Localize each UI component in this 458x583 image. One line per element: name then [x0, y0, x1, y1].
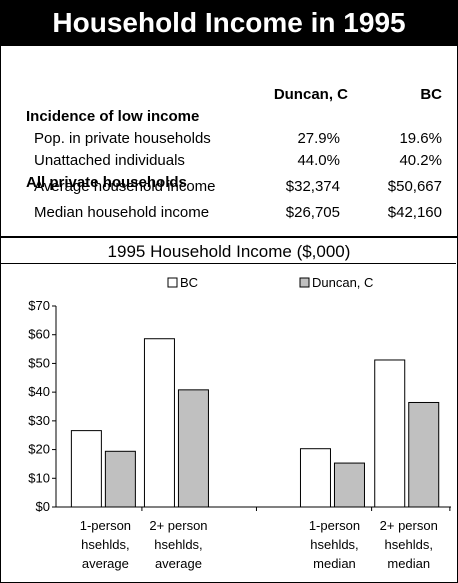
legend-label: Duncan, C — [312, 275, 373, 290]
section-heading-label: Incidence of low income — [26, 108, 200, 125]
table-header-row: Duncan, C BC — [0, 84, 458, 106]
row-value-duncan: 27.9% — [297, 130, 340, 147]
section-heading-low-income: Incidence of low income — [0, 84, 458, 125]
y-tick-label: $30 — [28, 413, 50, 428]
table-row: Pop. in private households 27.9% 19.6% — [0, 128, 458, 150]
legend-swatch — [167, 277, 178, 288]
section-divider — [0, 236, 458, 238]
row-label: Pop. in private households — [34, 130, 211, 147]
bar — [104, 450, 136, 508]
row-label: Average household income — [34, 178, 216, 195]
bar — [177, 389, 209, 508]
x-category-label: average — [155, 556, 202, 571]
row-value-bc: $50,667 — [387, 178, 442, 195]
row-value-bc: 19.6% — [399, 130, 442, 147]
bar — [408, 401, 440, 508]
x-category-label: 1-person — [80, 518, 131, 533]
x-category-label: hsehlds, — [154, 537, 202, 552]
row-value-bc: $42,160 — [387, 204, 442, 221]
bar-chart: BC Duncan, C $0 $10 $20 $30 $40 $50 $60 $70 1-pers… — [28, 275, 451, 571]
column-header-duncan: Duncan, C — [273, 86, 348, 103]
row-value-bc: 40.2% — [399, 152, 442, 169]
y-tick-label: $70 — [28, 298, 50, 313]
x-category-label: median — [387, 556, 430, 571]
y-tick-label: $40 — [28, 384, 50, 399]
x-category-label: hsehlds, — [385, 537, 433, 552]
chart-area: BC Duncan, C $0 $10 $20 $30 $40 $50 $60 $70 1-pers… — [0, 263, 456, 582]
x-category-label: 2+ person — [380, 518, 438, 533]
row-value-duncan: 44.0% — [297, 152, 340, 169]
x-category-label: 2+ person — [149, 518, 207, 533]
table-row: Unattached individuals 44.0% 40.2% — [0, 150, 458, 172]
y-tick-label: $20 — [28, 442, 50, 457]
column-header-bc: BC — [420, 86, 442, 103]
row-label: Median household income — [34, 204, 210, 221]
x-category-label: hsehlds, — [310, 537, 358, 552]
bar — [299, 448, 331, 508]
table-row: Average household income $32,374 $50,667 — [0, 176, 458, 198]
x-category-label: hsehlds, — [81, 537, 129, 552]
bar — [143, 338, 175, 508]
y-tick-label: $0 — [36, 499, 50, 514]
bar — [333, 462, 365, 508]
legend-label: BC — [180, 275, 198, 290]
y-tick-label: $60 — [28, 327, 50, 342]
section-heading-households: All private households — [0, 150, 458, 191]
y-tick-label: $10 — [28, 470, 50, 485]
bar — [374, 359, 406, 508]
y-tick-label: $50 — [28, 355, 50, 370]
x-category-label: average — [82, 556, 129, 571]
chart-title: 1995 Household Income ($,000) — [107, 242, 351, 261]
x-category-label: 1-person — [309, 518, 360, 533]
row-value-duncan: $32,374 — [285, 178, 340, 195]
x-category-label: median — [313, 556, 356, 571]
row-value-duncan: $26,705 — [285, 204, 340, 221]
row-label: Unattached individuals — [34, 152, 185, 169]
legend-swatch — [299, 277, 310, 288]
table-row: Median household income $26,705 $42,160 — [0, 202, 458, 224]
page-title: Household Income in 1995 — [0, 0, 458, 46]
bar — [70, 430, 102, 508]
section-heading-label: All private households — [26, 174, 187, 191]
